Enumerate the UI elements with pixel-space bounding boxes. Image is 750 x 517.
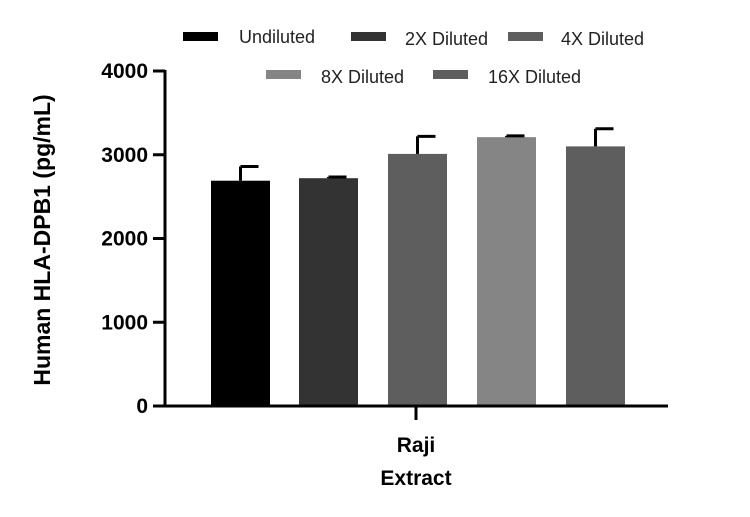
- bar-undiluted: [211, 180, 270, 406]
- legend-swatch: [433, 70, 468, 79]
- y-axis-title: Human HLA-DPB1 (pg/mL): [29, 94, 55, 385]
- legend-swatch: [183, 32, 218, 41]
- bar-8x-diluted: [477, 137, 536, 406]
- legend: Undiluted 2X Diluted 4X Diluted 8X Diluted 1…: [183, 27, 644, 87]
- plot-area: 0 1000 2000 3000 4000: [101, 60, 668, 420]
- bar-2x-diluted: [299, 178, 358, 406]
- bar-4x-diluted: [388, 153, 447, 406]
- legend-swatch: [266, 70, 301, 79]
- legend-swatch: [508, 32, 543, 41]
- y-tick-label: 1000: [101, 311, 148, 334]
- legend-label: 8X Diluted: [321, 67, 404, 87]
- x-category-label-line-1: Raji: [397, 434, 436, 457]
- bars-group: [211, 137, 625, 406]
- legend-label: 16X Diluted: [488, 67, 581, 87]
- legend-swatch: [351, 32, 386, 41]
- bar-16x-diluted: [566, 146, 625, 406]
- y-tick-label: 3000: [101, 144, 148, 167]
- legend-label: Undiluted: [239, 27, 315, 47]
- y-tick-label: 4000: [101, 60, 148, 83]
- x-category-label-line-2: Extract: [380, 467, 451, 490]
- y-ticks-group: 0 1000 2000 3000 4000: [101, 60, 165, 418]
- legend-label: 2X Diluted: [405, 29, 488, 49]
- error-bars-group: [239, 127, 614, 181]
- y-tick-label: 0: [136, 395, 148, 418]
- legend-label: 4X Diluted: [561, 29, 644, 49]
- y-tick-label: 2000: [101, 228, 148, 251]
